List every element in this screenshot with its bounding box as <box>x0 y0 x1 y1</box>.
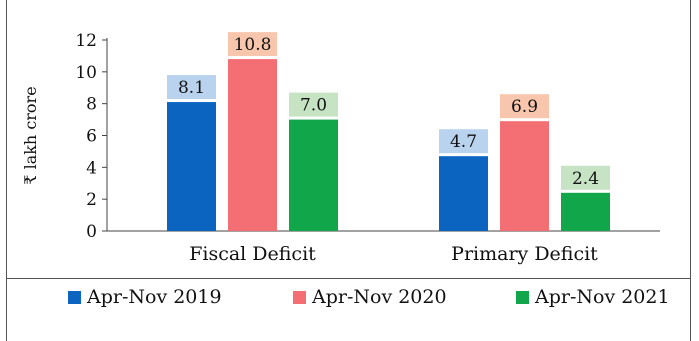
legend-entry-label: Apr-Nov 2019 <box>86 286 222 308</box>
data-label-box <box>289 92 338 117</box>
bar <box>228 59 277 231</box>
data-label: 8.1 <box>178 78 205 98</box>
data-label: 10.8 <box>234 35 272 55</box>
legend-entry-label: Apr-Nov 2021 <box>534 286 670 308</box>
data-label-box <box>500 94 549 119</box>
y-tick-label: 10 <box>75 63 97 83</box>
category-label: Fiscal Deficit <box>189 243 316 265</box>
bar <box>500 121 549 231</box>
frame-right-border <box>690 0 691 341</box>
data-label: 4.7 <box>450 132 477 152</box>
category-labels: Fiscal Deficit Primary Deficit <box>189 243 598 265</box>
y-tick-label: 8 <box>86 95 97 115</box>
bar <box>167 102 216 231</box>
frame-left-border <box>6 0 7 341</box>
legend-swatch <box>516 291 529 304</box>
bar <box>439 156 488 231</box>
y-axis-label: ₹ lakh crore <box>21 86 40 184</box>
legend-entry-label: Apr-Nov 2020 <box>311 286 447 308</box>
legend-swatch <box>293 291 306 304</box>
frame-separator <box>6 278 690 279</box>
data-label: 7.0 <box>300 96 327 116</box>
data-label-box <box>167 75 216 100</box>
bar <box>289 119 338 231</box>
data-label: 2.4 <box>572 169 599 189</box>
bar <box>561 192 610 231</box>
bars <box>167 59 610 231</box>
data-label-box <box>439 129 488 154</box>
legend-swatch <box>68 291 81 304</box>
data-labels: 8.1 10.8 7.0 4.7 6.9 2.4 <box>167 32 610 190</box>
y-tick-label: 2 <box>86 190 97 210</box>
data-label: 6.9 <box>511 97 538 117</box>
y-tick-label: 6 <box>86 127 97 147</box>
category-label: Primary Deficit <box>451 243 598 265</box>
y-tick-label: 4 <box>86 158 97 178</box>
y-axis-label-group: ₹ lakh crore <box>21 86 40 184</box>
data-label-box <box>561 165 610 190</box>
data-label-box <box>228 32 277 57</box>
y-tick-label: 0 <box>86 222 97 242</box>
legend: Apr-Nov 2019 Apr-Nov 2020 Apr-Nov 2021 <box>68 286 670 308</box>
y-tick-label: 12 <box>75 31 97 51</box>
